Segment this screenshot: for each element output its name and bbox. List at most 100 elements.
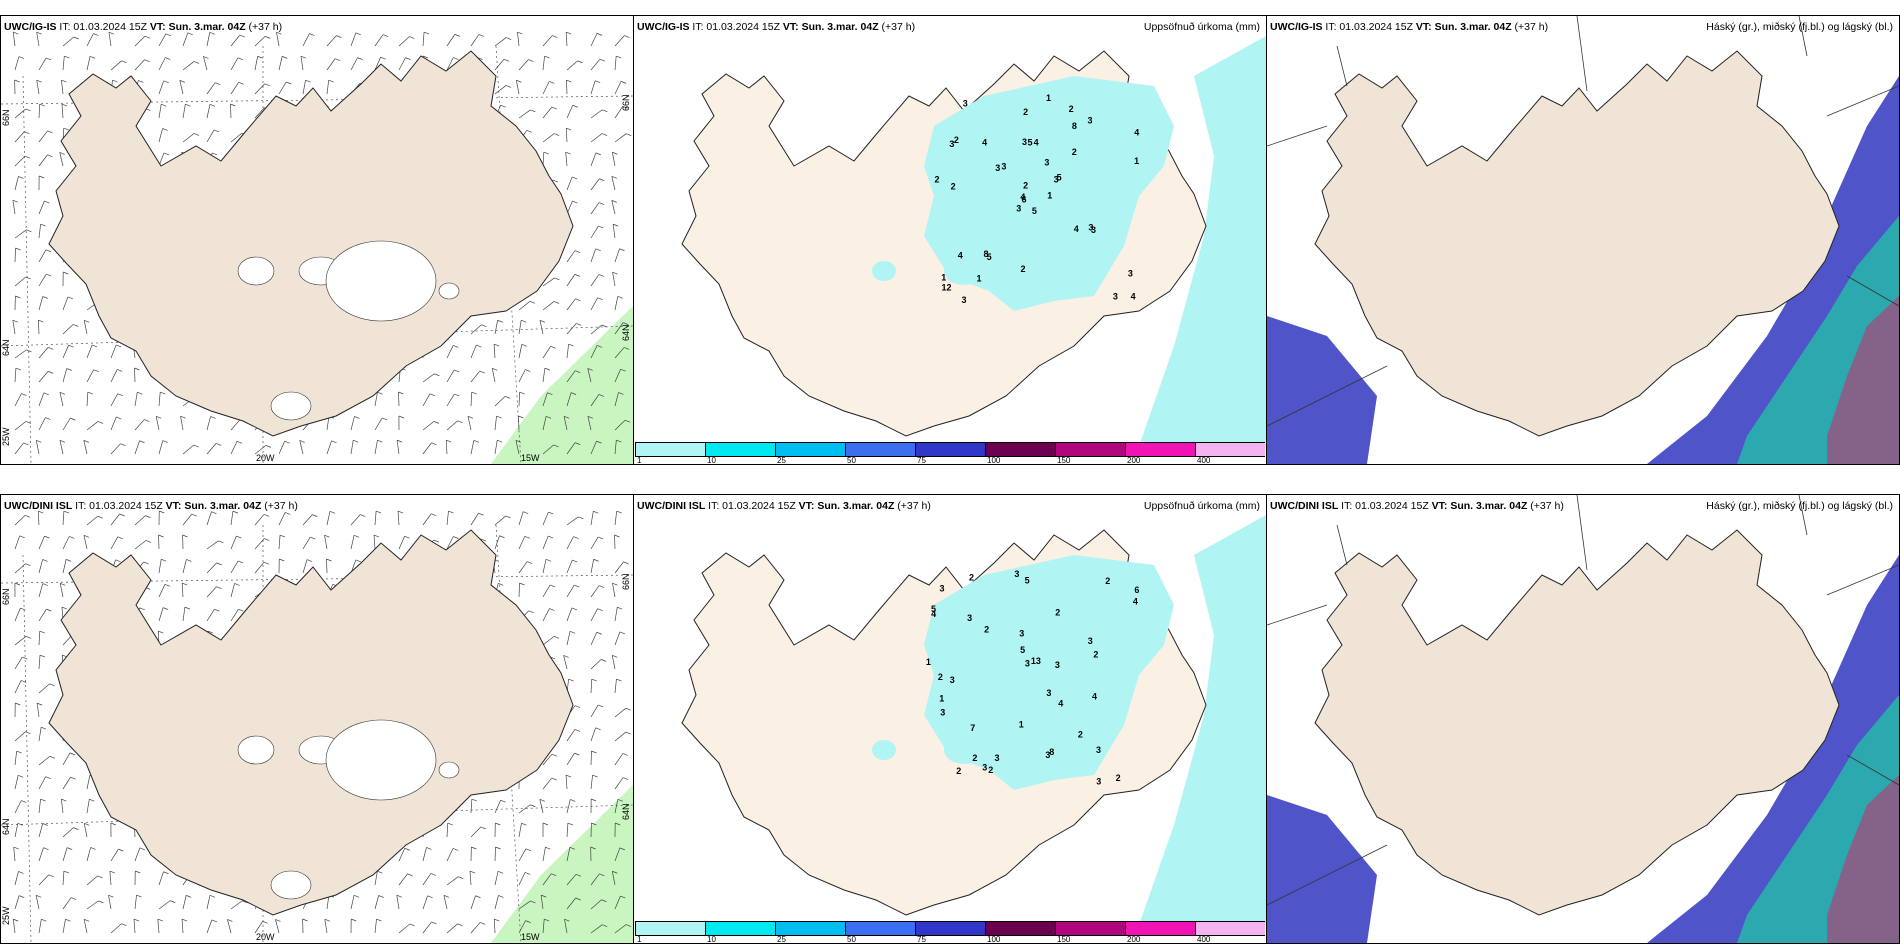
precip-value: 8 [1049, 747, 1054, 757]
wind-barb [614, 81, 627, 95]
wind-barb [494, 85, 512, 95]
wind-barb [590, 899, 607, 910]
wind-barb [614, 731, 631, 742]
colorbar-label: 25 [777, 456, 786, 465]
wind-barb [59, 392, 66, 407]
wind-barb [563, 655, 569, 670]
wind-barb [182, 559, 192, 574]
precip-value: 5 [1028, 138, 1033, 148]
precip-value: 3 [1016, 204, 1021, 214]
wind-barb [614, 510, 622, 526]
wind-barb [590, 440, 602, 455]
wind-barb [14, 276, 31, 287]
lead-time: (+37 h) [1530, 500, 1564, 512]
precip-sea-area [1139, 515, 1266, 925]
wind-barb [14, 563, 31, 574]
lead-time: (+37 h) [881, 21, 916, 33]
wind-barb [518, 59, 534, 71]
wind-barb [614, 606, 623, 622]
wind-barb [614, 439, 622, 455]
wind-barb [494, 822, 501, 838]
wind-barb [14, 535, 25, 550]
wind-barb [540, 894, 547, 910]
wind-barb [614, 822, 621, 838]
wind-barb [278, 81, 292, 95]
wind-barb [590, 558, 599, 574]
wind-barb [230, 441, 243, 455]
wind-barb [206, 443, 222, 455]
wind-barb [494, 439, 503, 455]
wind-barb [542, 392, 553, 407]
latitude-label: 64N [621, 324, 631, 341]
wind-barb [302, 514, 318, 526]
wind-barb [134, 367, 140, 383]
wind-barb [302, 559, 313, 574]
wind-barb [14, 775, 24, 790]
wind-barb [590, 924, 608, 934]
wind-barb [62, 344, 74, 359]
colorbar-label: 1 [637, 935, 642, 944]
wind-barb [134, 540, 152, 550]
wind-barb [36, 31, 42, 47]
wind-barb [565, 774, 572, 790]
wind-barb [350, 57, 363, 71]
wind-barb [326, 79, 334, 95]
wind-barb [517, 31, 523, 47]
wind-barb [374, 417, 388, 431]
precip-value: 3 [1046, 688, 1051, 698]
wind-barb [542, 81, 555, 95]
wind-barb [14, 349, 32, 359]
precip-value: 12 [942, 283, 952, 293]
wind-barb [206, 608, 220, 622]
precip-value: 1 [941, 273, 946, 283]
wind-barb [446, 393, 460, 407]
precip-land-area [924, 76, 1174, 311]
precip-value: 1 [926, 657, 931, 667]
wind-barb [590, 536, 604, 550]
wind-barb [14, 607, 26, 622]
boundary-line [1576, 495, 1588, 571]
vt-value: Sun. 3.mar. 04Z [168, 21, 249, 33]
precip-value: 8 [983, 249, 988, 259]
latitude-label: 25W [1, 906, 11, 925]
wind-barb [446, 420, 463, 431]
wind-barb [470, 798, 477, 814]
wind-barb [590, 248, 601, 263]
wind-barb [566, 752, 580, 766]
panel-header: UWC/IG-IS IT: 01.03.2024 15Z VT: Sun. 3.… [4, 21, 282, 33]
wind-barb [14, 895, 25, 910]
wind-barb [614, 534, 620, 550]
wind-barb [62, 776, 76, 790]
wind-barb [614, 368, 626, 383]
wind-barb [614, 631, 626, 646]
wind-barb [611, 200, 617, 215]
wind-barb [110, 822, 117, 838]
wind-barb [158, 33, 171, 47]
wind-barb [590, 394, 605, 407]
vt-label: VT: [1431, 500, 1451, 512]
wind-barb [612, 223, 619, 239]
wind-barb [278, 534, 286, 550]
wind-barb [38, 823, 48, 838]
wind-barb [12, 31, 19, 47]
cloud-map [1267, 16, 1899, 464]
precip-value: 5 [1020, 645, 1025, 655]
wind-barb [374, 895, 384, 910]
wind-barb [542, 511, 554, 526]
boundary-line [1267, 844, 1388, 906]
precip-value: 1 [1019, 719, 1024, 729]
wind-barb [446, 34, 460, 47]
wind-barb [590, 152, 601, 167]
precip-value: 1 [1134, 156, 1139, 166]
wind-barb [446, 536, 459, 550]
panel-header: UWC/IG-IS IT: 01.03.2024 15Z VT: Sun. 3.… [1270, 21, 1548, 33]
precip-value: 2 [934, 175, 939, 185]
wind-barb [470, 344, 482, 359]
wind-barb [614, 707, 631, 718]
wind-barb [38, 273, 52, 287]
graticule-line [22, 554, 32, 943]
wind-barb [14, 229, 32, 239]
wind-barb [542, 918, 550, 934]
wind-barb [542, 873, 557, 886]
it-label: IT: [1322, 21, 1340, 33]
